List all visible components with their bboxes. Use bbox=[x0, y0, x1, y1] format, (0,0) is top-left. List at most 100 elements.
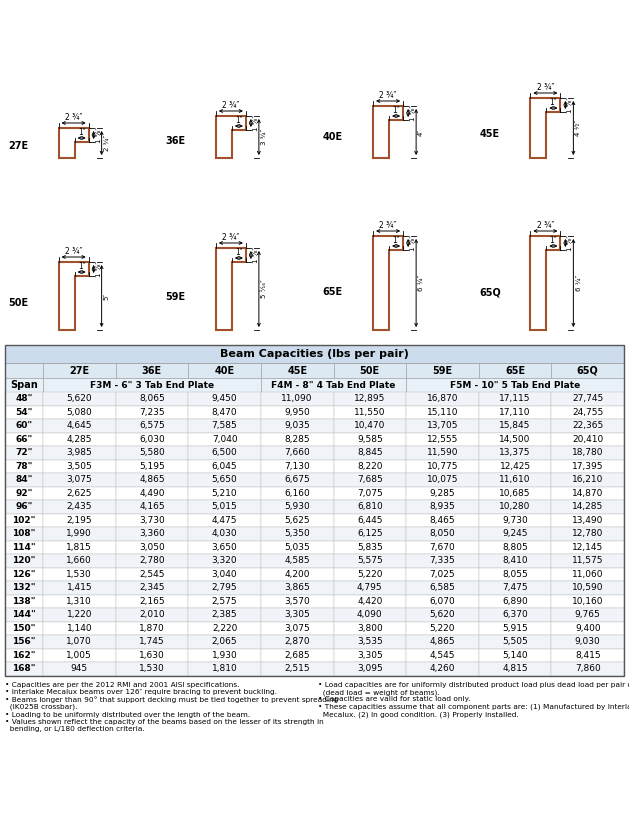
Bar bbox=[406, 595, 479, 608]
Text: 2,345: 2,345 bbox=[139, 583, 165, 592]
Text: 7,475: 7,475 bbox=[502, 583, 528, 592]
Bar bbox=[261, 541, 333, 554]
Bar bbox=[116, 432, 188, 446]
Bar bbox=[479, 406, 552, 419]
Text: • Capacities are valid for static load only.: • Capacities are valid for static load o… bbox=[318, 696, 470, 702]
Bar bbox=[116, 392, 188, 406]
Text: 7,660: 7,660 bbox=[284, 448, 310, 457]
Bar bbox=[188, 567, 261, 581]
Text: 4″: 4″ bbox=[418, 128, 424, 136]
Text: 8,220: 8,220 bbox=[357, 461, 382, 471]
Text: 4,865: 4,865 bbox=[139, 476, 165, 484]
Text: 3,985: 3,985 bbox=[67, 448, 92, 457]
Bar bbox=[188, 581, 261, 595]
Text: 2,685: 2,685 bbox=[284, 651, 310, 660]
Bar bbox=[116, 581, 188, 595]
Text: 2 ¾″: 2 ¾″ bbox=[222, 101, 240, 110]
Text: 6,810: 6,810 bbox=[357, 502, 382, 511]
Bar bbox=[5, 554, 43, 567]
Bar bbox=[261, 460, 333, 473]
Text: 17,395: 17,395 bbox=[572, 461, 603, 471]
Bar bbox=[5, 595, 43, 608]
Text: 13,375: 13,375 bbox=[499, 448, 531, 457]
Bar bbox=[406, 460, 479, 473]
Text: 1″: 1″ bbox=[550, 98, 557, 107]
Text: 16,870: 16,870 bbox=[426, 394, 458, 403]
Text: 2,220: 2,220 bbox=[212, 624, 237, 633]
Bar bbox=[188, 541, 261, 554]
Text: 5,350: 5,350 bbox=[284, 529, 310, 538]
Bar bbox=[552, 649, 624, 662]
Text: 36E: 36E bbox=[165, 137, 186, 147]
Bar bbox=[406, 635, 479, 649]
Text: 1 ⁵⁄₈″: 1 ⁵⁄₈″ bbox=[567, 97, 574, 113]
Bar bbox=[552, 662, 624, 676]
Text: 5,930: 5,930 bbox=[284, 502, 310, 511]
Bar bbox=[188, 473, 261, 486]
Text: 7,040: 7,040 bbox=[212, 435, 237, 444]
Text: 22,365: 22,365 bbox=[572, 421, 603, 431]
Text: 4,200: 4,200 bbox=[284, 570, 310, 579]
Text: 1,745: 1,745 bbox=[139, 637, 165, 646]
Bar bbox=[333, 554, 406, 567]
Bar bbox=[406, 486, 479, 500]
Bar bbox=[333, 581, 406, 595]
Bar bbox=[479, 541, 552, 554]
Text: 13,705: 13,705 bbox=[426, 421, 458, 431]
Text: 48": 48" bbox=[15, 394, 33, 403]
Bar bbox=[261, 378, 406, 392]
Bar bbox=[552, 635, 624, 649]
Text: 50E: 50E bbox=[360, 366, 380, 376]
Text: 1,140: 1,140 bbox=[67, 624, 92, 633]
Bar bbox=[552, 595, 624, 608]
Bar bbox=[552, 363, 624, 378]
Text: 3,730: 3,730 bbox=[139, 516, 165, 525]
Text: 59E: 59E bbox=[432, 366, 452, 376]
Text: 7,235: 7,235 bbox=[139, 407, 165, 416]
Text: 8,050: 8,050 bbox=[430, 529, 455, 538]
Text: 1 ⁵⁄₈″: 1 ⁵⁄₈″ bbox=[410, 105, 416, 121]
Bar bbox=[43, 513, 116, 527]
Bar bbox=[43, 581, 116, 595]
Bar bbox=[116, 486, 188, 500]
Bar bbox=[5, 581, 43, 595]
Bar bbox=[116, 649, 188, 662]
Text: 6,070: 6,070 bbox=[430, 596, 455, 606]
Text: 5,210: 5,210 bbox=[212, 489, 237, 498]
Text: F3M - 6" 3 Tab End Plate: F3M - 6" 3 Tab End Plate bbox=[90, 381, 214, 390]
Text: 6,030: 6,030 bbox=[139, 435, 165, 444]
Text: 10,160: 10,160 bbox=[572, 596, 603, 606]
Bar bbox=[479, 554, 552, 567]
Text: 3,865: 3,865 bbox=[284, 583, 310, 592]
Bar bbox=[43, 527, 116, 541]
Text: 8,065: 8,065 bbox=[139, 394, 165, 403]
Text: 10,775: 10,775 bbox=[426, 461, 458, 471]
Bar bbox=[116, 527, 188, 541]
Text: 5,580: 5,580 bbox=[139, 448, 165, 457]
Text: Mecalux. (2) In good condition. (3) Properly installed.: Mecalux. (2) In good condition. (3) Prop… bbox=[318, 711, 519, 718]
Bar bbox=[5, 662, 43, 676]
Text: 11,550: 11,550 bbox=[354, 407, 386, 416]
Bar bbox=[188, 486, 261, 500]
Bar bbox=[116, 363, 188, 378]
Text: 2,545: 2,545 bbox=[139, 570, 165, 579]
Text: 11,590: 11,590 bbox=[426, 448, 458, 457]
Text: 168": 168" bbox=[12, 664, 36, 673]
Bar bbox=[479, 621, 552, 635]
Bar bbox=[479, 486, 552, 500]
Text: 17,110: 17,110 bbox=[499, 407, 531, 416]
Bar bbox=[333, 595, 406, 608]
Bar bbox=[116, 513, 188, 527]
Text: 1,220: 1,220 bbox=[67, 611, 92, 619]
Bar bbox=[261, 446, 333, 460]
Text: 5,575: 5,575 bbox=[357, 556, 382, 566]
Bar bbox=[43, 378, 261, 392]
Text: 2,795: 2,795 bbox=[212, 583, 237, 592]
Text: 4,545: 4,545 bbox=[430, 651, 455, 660]
Text: 5,915: 5,915 bbox=[502, 624, 528, 633]
Bar bbox=[43, 500, 116, 513]
Text: 3,050: 3,050 bbox=[139, 543, 165, 551]
Bar bbox=[5, 608, 43, 621]
Text: 4,090: 4,090 bbox=[357, 611, 382, 619]
Bar bbox=[5, 541, 43, 554]
